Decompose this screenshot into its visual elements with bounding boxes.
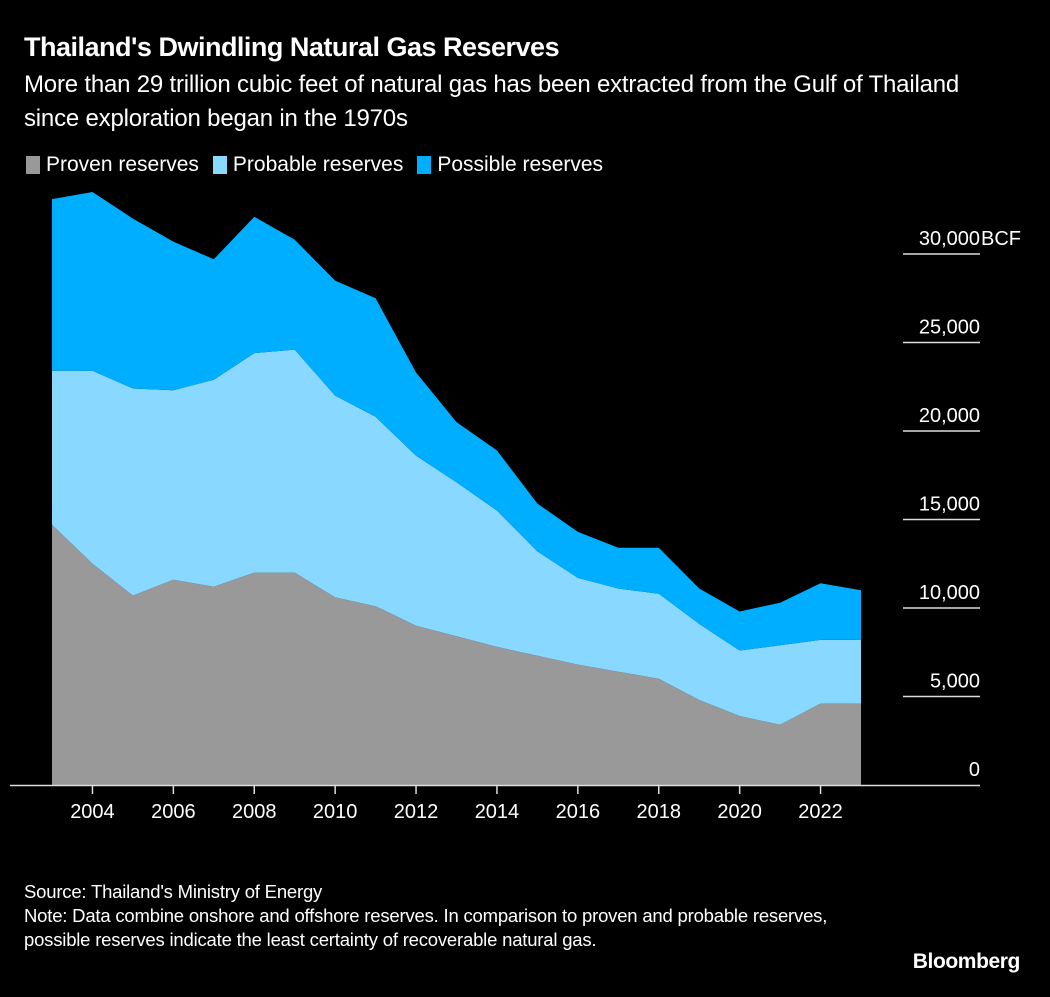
legend-item-probable: Probable reserves [212,153,404,177]
x-tick-label: 2018 [637,801,682,823]
legend: Proven reserves Probable reserves Possib… [26,153,617,177]
area-layer [52,192,861,785]
x-tick-label: 2006 [151,801,196,823]
area-possible-reserves [52,192,861,651]
x-tick-label: 2014 [475,801,520,823]
y-tick-label: 5,000 [930,671,980,693]
area-proven-reserves [52,524,861,785]
data-note: Note: Data combine onshore and offshore … [24,905,828,950]
y-tick-label: 20,000 [919,405,980,427]
x-tick-label: 2020 [717,801,762,823]
chart-title: Thailand's Dwindling Natural Gas Reserve… [24,32,560,62]
y-tick-label: 10,000 [919,582,980,604]
legend-swatch-probable [212,156,227,174]
bloomberg-logo: Bloomberg [912,950,1021,973]
x-tick-label: 2016 [556,801,601,823]
y-unit-label: BCF [981,228,1021,250]
chart-subtitle: More than 29 trillion cubic feet of natu… [24,71,960,132]
y-tick-label: 15,000 [919,494,980,516]
legend-label-possible: Possible reserves [437,153,604,176]
legend-item-proven: Proven reserves [26,153,199,177]
y-axis: 0 5,000 10,000 15,000 20,000 25,000 30,000 BCF [903,228,1021,781]
area-probable-reserves [52,349,861,725]
x-tick-label: 2012 [394,801,439,823]
x-axis: 2004 2006 2008 2010 2012 2014 2016 2018 2020 2022 [10,784,980,823]
y-tick-label: 0 [969,759,980,781]
y-tick-label: 30,000 [919,228,980,250]
legend-label-proven: Proven reserves [46,153,199,176]
chart-footer: Source: Thailand's Ministry of Energy No… [24,880,844,952]
x-tick-label: 2022 [798,801,843,823]
legend-item-possible: Possible reserves [417,153,603,177]
y-tick-label: 25,000 [919,317,980,339]
x-tick-label: 2010 [313,801,358,823]
source-note: Source: Thailand's Ministry of Energy [24,881,323,902]
legend-swatch-proven [26,156,40,174]
legend-swatch-possible [417,156,432,174]
legend-label-probable: Probable reserves [232,153,404,176]
x-tick-label: 2008 [232,801,277,823]
x-tick-label: 2004 [70,801,115,823]
